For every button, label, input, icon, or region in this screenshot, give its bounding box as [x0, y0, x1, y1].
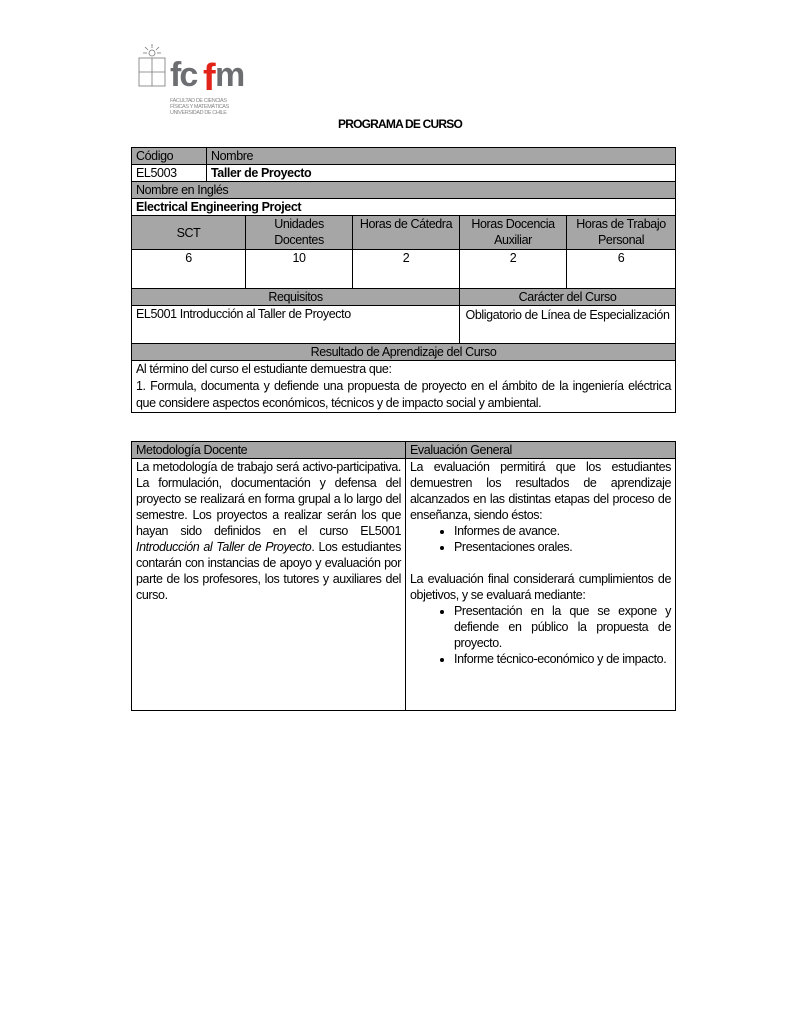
final-list: Presentación en la que se expone y defie… — [410, 603, 671, 667]
caracter-value: Obligatorio de Línea de Especialización — [458, 305, 677, 344]
course-reference: Introducción al Taller de Proyecto — [136, 540, 312, 554]
caracter-label: Carácter del Curso — [458, 288, 677, 306]
eval-intro: La evaluación permitirá que los estudian… — [410, 460, 671, 522]
fcfm-logo: fc f m FACULTAD DE CIENCIAS FÍSICAS Y MAT… — [137, 44, 252, 119]
resultado-intro: Al término del curso el estudiante demue… — [136, 362, 392, 376]
metodologia-text: La metodología de trabajo será activo-pa… — [131, 458, 406, 711]
unidades-value: 10 — [245, 249, 353, 289]
sct-header: SCT — [131, 215, 246, 250]
svg-text:f: f — [203, 57, 216, 99]
course-name: Taller de Proyecto — [205, 164, 677, 182]
methodology-table: Metodología Docente Evaluación General La… — [131, 441, 676, 711]
list-item: Presentación en la que se expone y defie… — [454, 603, 671, 651]
metodologia-part: . Los estudiantes contarán con instancia… — [136, 540, 401, 602]
catedra-header: Horas de Cátedra — [352, 215, 460, 250]
unidades-header: Unidades Docentes — [245, 215, 353, 250]
svg-text:m: m — [215, 56, 245, 94]
english-name: Electrical Engineering Project — [130, 198, 677, 216]
personal-header: Horas de Trabajo Personal — [565, 215, 677, 250]
evaluacion-label: Evaluación General — [405, 441, 676, 459]
requisitos-value: EL5001 Introducción al Taller de Proyect… — [131, 305, 460, 344]
list-item: Informe técnico-económico y de impacto. — [454, 651, 671, 667]
eval-final: La evaluación final considerará cumplimi… — [410, 572, 671, 602]
resultado-label: Resultado de Aprendizaje del Curso — [130, 343, 677, 361]
sct-value: 6 — [131, 249, 246, 289]
personal-value: 6 — [565, 249, 677, 289]
metodologia-part: La metodología de trabajo será activo-pa… — [136, 460, 401, 538]
metodologia-label: Metodología Docente — [131, 441, 406, 459]
codigo-label: Código — [131, 147, 207, 165]
evaluacion-text: La evaluación permitirá que los estudian… — [405, 458, 676, 711]
svg-text:fc: fc — [170, 56, 197, 94]
eval-list: Informes de avance.Presentaciones orales… — [410, 523, 671, 555]
auxiliar-header: Horas Docencia Auxiliar — [459, 215, 567, 250]
course-code: EL5003 — [131, 164, 207, 182]
svg-text:FÍSICAS Y MATEMÁTICAS: FÍSICAS Y MATEMÁTICAS — [170, 103, 230, 110]
page-title: PROGRAMA DE CURSO — [338, 117, 463, 131]
nombre-label: Nombre — [205, 147, 677, 165]
list-item: Presentaciones orales. — [454, 539, 671, 555]
course-info-table: Código Nombre EL5003 Taller de Proyecto No… — [130, 147, 677, 413]
list-item: Informes de avance. — [454, 523, 671, 539]
english-name-label: Nombre en Inglés — [130, 181, 677, 199]
resultado-item: 1. Formula, documenta y defiende una pro… — [136, 379, 672, 410]
catedra-value: 2 — [352, 249, 460, 289]
svg-text:FACULTAD DE CIENCIAS: FACULTAD DE CIENCIAS — [170, 98, 227, 104]
auxiliar-value: 2 — [459, 249, 567, 289]
requisitos-label: Requisitos — [131, 288, 460, 306]
svg-text:UNIVERSIDAD DE CHILE: UNIVERSIDAD DE CHILE — [170, 110, 227, 116]
resultado-text: Al término del curso el estudiante demue… — [130, 360, 677, 413]
